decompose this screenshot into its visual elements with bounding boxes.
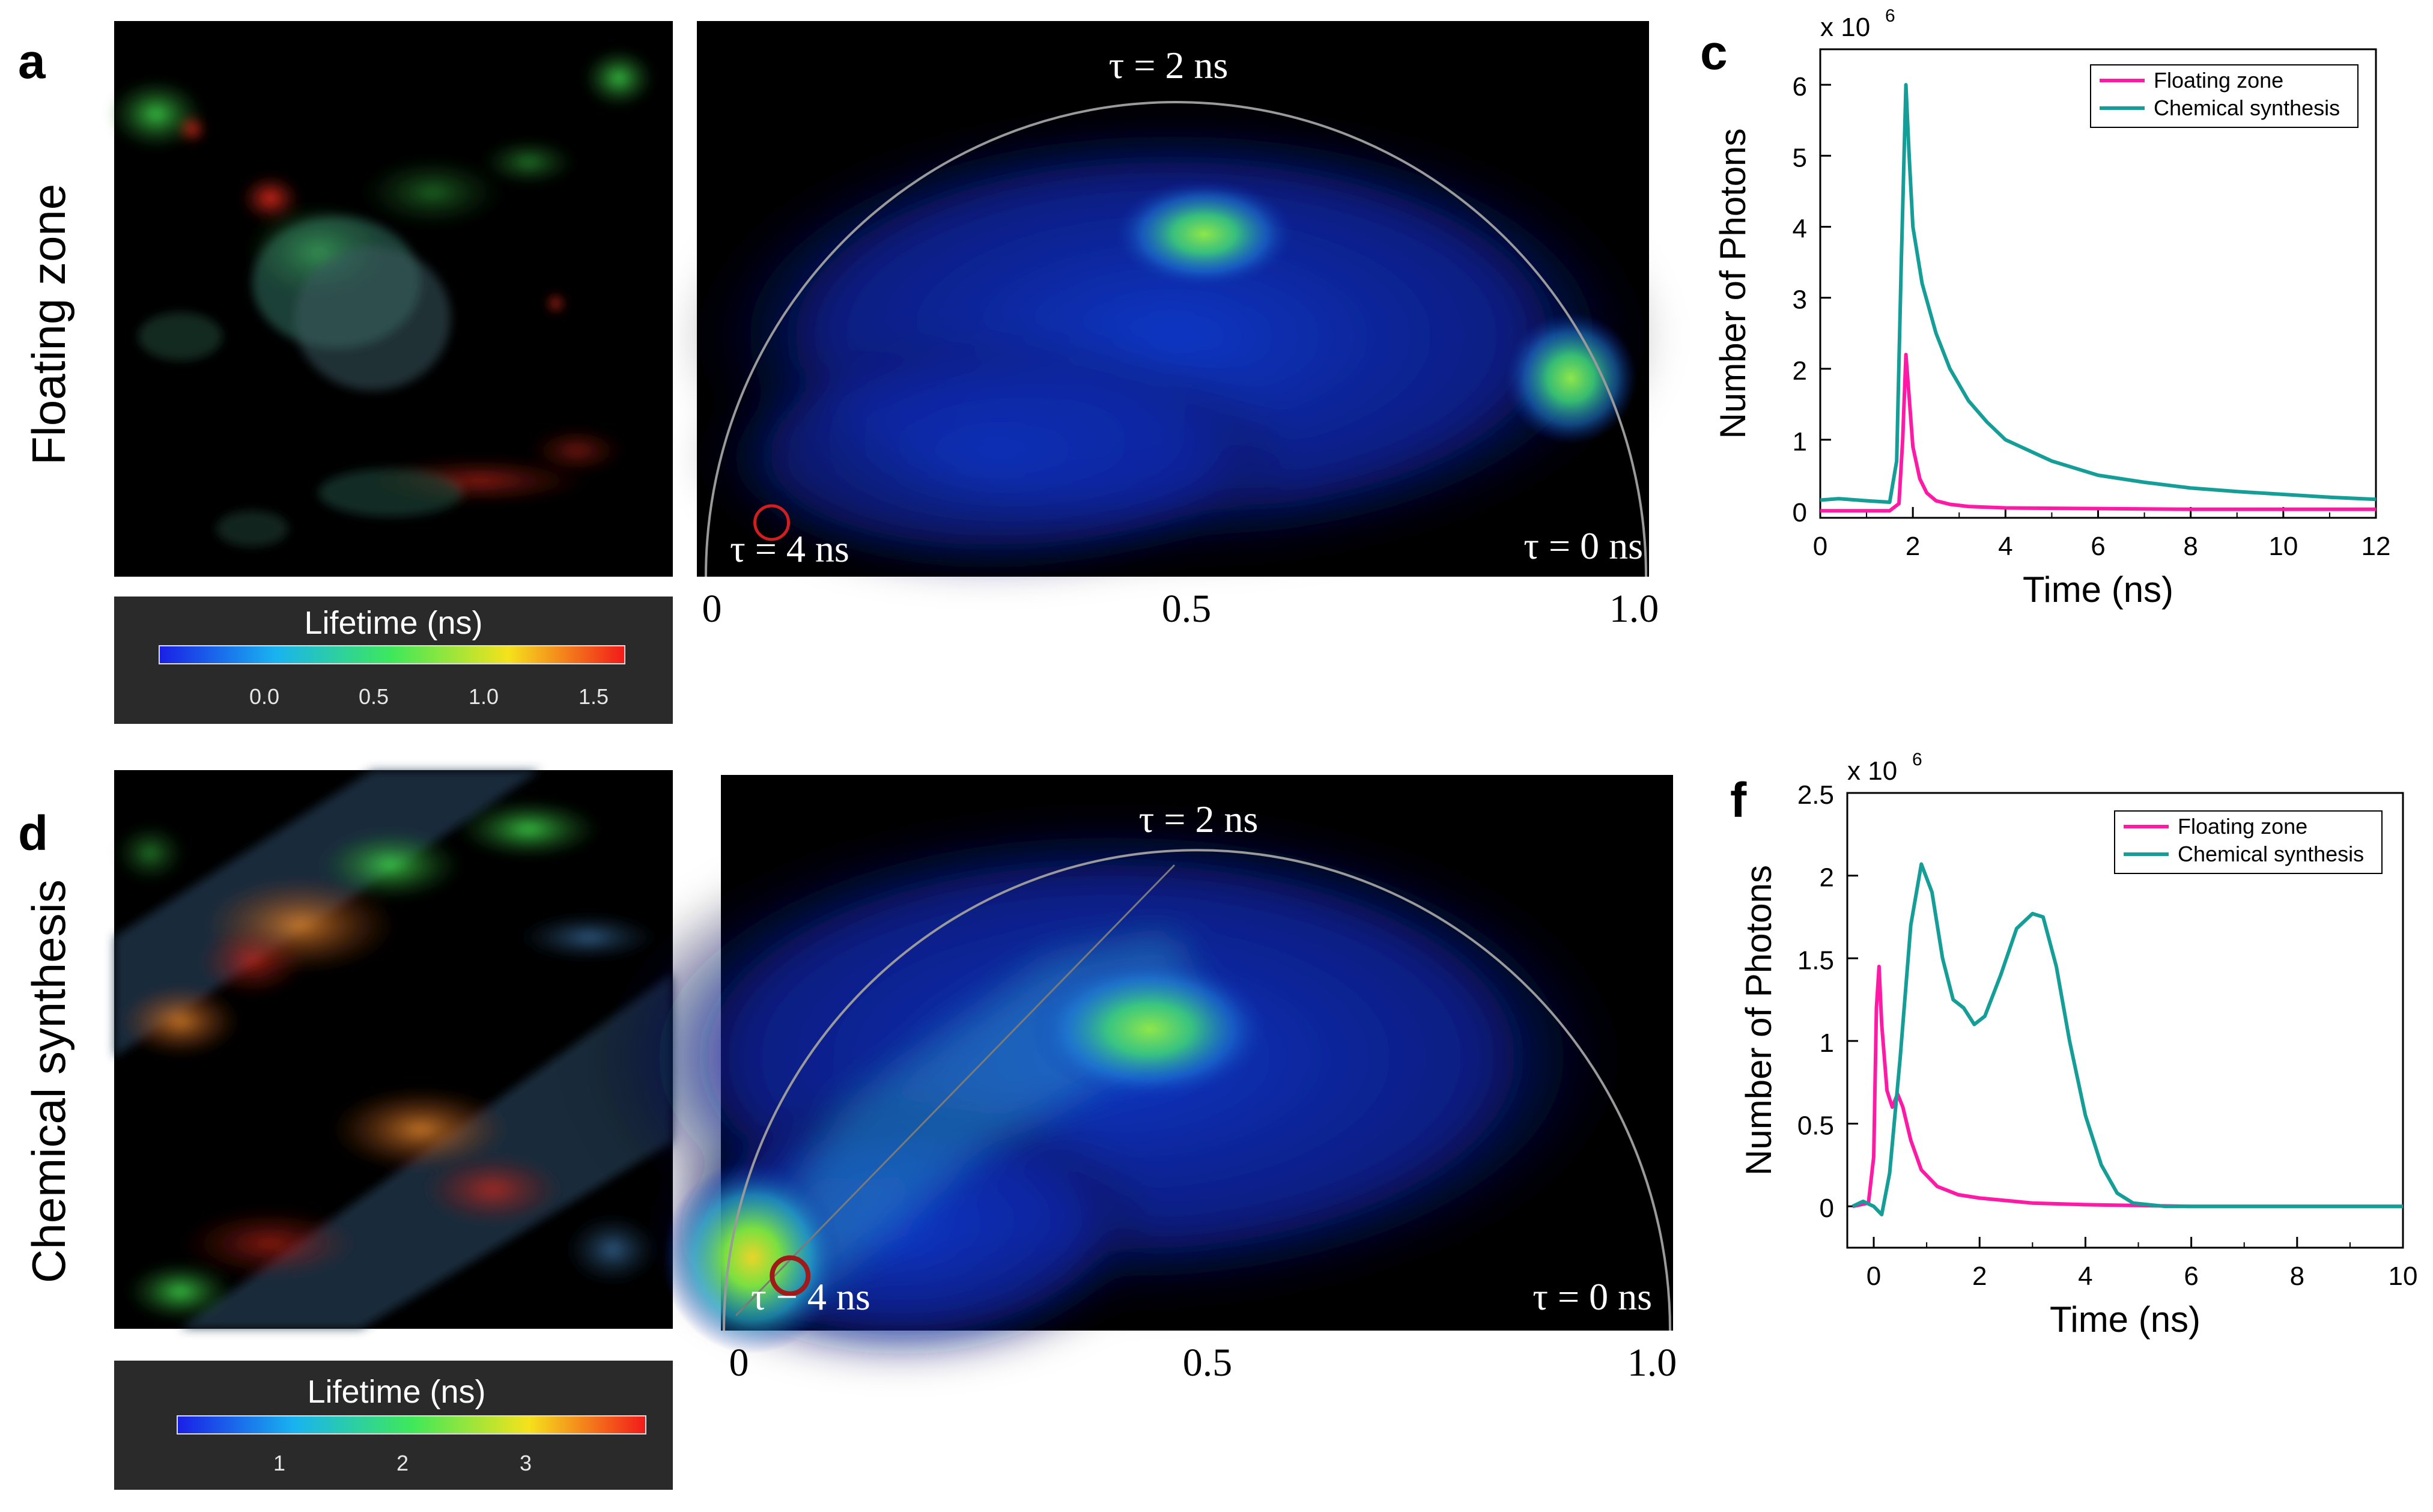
phasor-b-tau-left: τ = 4 ns <box>730 527 849 570</box>
y-tick-label: 1 <box>1820 1028 1834 1058</box>
x-tick-label: 10 <box>2268 532 2298 561</box>
legend-label: Floating zone <box>2178 814 2307 839</box>
colorbar-a-tick: 0.0 <box>249 684 279 709</box>
colorbar-a-tick: 0.5 <box>359 684 389 709</box>
phasor-cluster <box>1029 957 1270 1102</box>
phasor-b-tau-right: τ = 0 ns <box>1523 524 1643 567</box>
phasor-b-xtick: 0 <box>702 587 722 631</box>
row-label-floating-zone: Floating zone <box>22 184 75 465</box>
x-tick-label: 6 <box>2184 1262 2198 1291</box>
x-tick-label: 4 <box>1998 532 2012 561</box>
x-tick-label: 2 <box>1972 1262 1987 1291</box>
y-tick-label: 4 <box>1793 214 1807 243</box>
phasor-plot-b: τ = 2 ns τ = 4 ns τ = 0 ns 0 0.5 1.0 <box>679 21 1664 631</box>
phasor-b-xtick: 0.5 <box>1162 587 1212 631</box>
phasor-e-tau-top: τ = 2 ns <box>1139 798 1259 840</box>
decay-plot-f: 0 2 4 6 8 10 0 0.5 1 1.5 2 2.5 x 10 6 Time (ns) Number … <box>1739 750 2417 1340</box>
legend-label: Chemical synthesis <box>2178 842 2364 866</box>
x-tick-label: 2 <box>1906 532 1920 561</box>
y-tick-label: 0.5 <box>1797 1111 1834 1141</box>
y-tick-label: 3 <box>1793 285 1807 315</box>
panel-a-image <box>108 21 673 577</box>
phasor-cluster <box>1504 312 1637 445</box>
y-tick-label: 6 <box>1793 72 1807 102</box>
plot-frame <box>1846 792 2404 1249</box>
y-axis-label: Number of Photons <box>1713 129 1753 439</box>
y-tick-label: 1 <box>1793 427 1807 457</box>
series-line-chemical-synthesis <box>1820 83 2377 504</box>
x-tick-label: 10 <box>2389 1262 2418 1291</box>
x-tick-label: 8 <box>2183 532 2198 561</box>
phasor-b-clusters <box>1114 180 1637 445</box>
phasor-e-tau-left: τ − 4 ns <box>751 1275 870 1318</box>
panel-label-d: d <box>18 806 48 861</box>
y-multiplier: x 10 <box>1820 13 1870 42</box>
colorbar-d: Lifetime (ns) 1 2 3 <box>114 1361 673 1490</box>
y-tick-label: 2 <box>1820 863 1834 893</box>
x-tick-label: 8 <box>2290 1262 2304 1291</box>
phasor-e-xtick: 1.0 <box>1627 1341 1677 1385</box>
phasor-plot-e: τ = 2 ns τ − 4 ns τ = 0 ns 0 0.5 1.0 <box>583 775 1677 1385</box>
colorbar-a-title: Lifetime (ns) <box>304 605 482 641</box>
phasor-b-xtick: 1.0 <box>1609 587 1659 631</box>
y-multiplier: x 10 <box>1847 756 1897 786</box>
y-axis-label: Number of Photons <box>1739 865 1779 1176</box>
x-tick-label: 12 <box>2362 532 2391 561</box>
colorbar-d-tick: 1 <box>273 1451 285 1475</box>
colorbar-a-tick: 1.5 <box>579 684 609 709</box>
colorbar-d-title: Lifetime (ns) <box>307 1374 485 1410</box>
phasor-e-xtick: 0 <box>729 1341 749 1385</box>
legend-label: Floating zone <box>2154 68 2283 93</box>
colorbar-d-tick: 2 <box>396 1451 409 1475</box>
y-multiplier-exponent: 6 <box>1885 6 1895 26</box>
y-multiplier-exponent: 6 <box>1912 750 1922 770</box>
x-tick-label: 0 <box>1867 1262 1881 1291</box>
y-tick-label: 2.5 <box>1797 780 1834 810</box>
x-tick-label: 0 <box>1813 532 1827 561</box>
phasor-e-clusters <box>662 957 1270 1354</box>
colorbar-a-tick: 1.0 <box>469 684 499 709</box>
x-axis-label: Time (ns) <box>2023 569 2173 610</box>
phasor-b-tau-top: τ = 2 ns <box>1109 44 1229 87</box>
y-tick-label: 5 <box>1793 143 1807 172</box>
universal-circle-arc <box>723 849 1671 1331</box>
colorbar-d-tick: 3 <box>520 1451 532 1475</box>
phasor-e-xtick: 0.5 <box>1183 1341 1233 1385</box>
universal-circle-arc <box>705 101 1647 577</box>
panel-label-c: c <box>1700 25 1728 80</box>
phasor-e-trajectory-line <box>735 864 1176 1317</box>
phasor-e-tau-right: τ = 0 ns <box>1532 1275 1652 1318</box>
phasor-cluster <box>1114 180 1295 288</box>
series-line-floating-zone <box>1820 353 2376 513</box>
panel-label-f: f <box>1730 773 1747 828</box>
phasor-b-marker-circle <box>753 504 791 541</box>
colorbar-a: Lifetime (ns) 0.0 0.5 1.0 1.5 <box>114 597 673 724</box>
y-tick-label: 0 <box>1793 498 1807 527</box>
series-line-chemical-synthesis <box>1851 862 2403 1216</box>
x-tick-label: 4 <box>2078 1262 2092 1291</box>
legend-box <box>2114 810 2383 874</box>
row-label-chemical-synthesis: Chemical synthesis <box>22 879 75 1283</box>
x-axis-label: Time (ns) <box>2050 1299 2201 1340</box>
x-tick-label: 6 <box>2091 532 2105 561</box>
y-tick-label: 2 <box>1793 356 1807 386</box>
legend-label: Chemical synthesis <box>2154 96 2340 120</box>
phasor-e-marker-circle <box>770 1255 811 1296</box>
series-line-floating-zone <box>1852 965 2403 1209</box>
y-tick-label: 0 <box>1820 1194 1834 1223</box>
y-tick-label: 1.5 <box>1797 946 1834 975</box>
legend-box <box>2090 64 2359 128</box>
panel-d-image <box>114 770 673 1329</box>
phasor-cluster <box>662 1161 843 1354</box>
panel-label-a: a <box>18 34 46 89</box>
